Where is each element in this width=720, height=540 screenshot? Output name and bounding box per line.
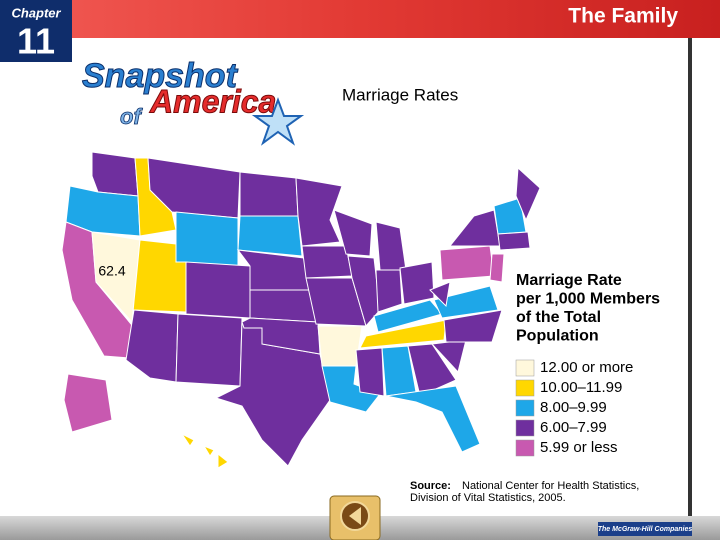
region: [175, 211, 239, 267]
source-label: Source:: [410, 480, 451, 492]
publisher: The McGraw-Hill Companies: [598, 526, 693, 533]
legend-swatch: [515, 379, 535, 397]
right-rule: [688, 38, 692, 516]
region: [407, 343, 457, 397]
legend-title: Population: [516, 328, 599, 345]
logo-star: [251, 97, 305, 146]
map: [61, 151, 541, 469]
logo-text: Snapshot: [82, 57, 239, 95]
region: [180, 432, 195, 447]
region: [385, 385, 481, 453]
legend-title: of the Total: [516, 309, 601, 326]
region: [399, 261, 435, 305]
region: [237, 215, 303, 257]
chapter-number: 11: [17, 21, 55, 62]
region: [63, 373, 113, 433]
map-title: Marriage Rates: [342, 85, 458, 104]
legend-label: 10.00–11.99: [540, 379, 622, 396]
legend-label: 8.00–9.99: [540, 399, 607, 416]
region: [355, 347, 385, 397]
region: [185, 261, 251, 319]
region: [91, 151, 139, 197]
map-annotation: 62.4: [98, 263, 125, 279]
back-button-arrow[interactable]: [349, 507, 361, 525]
region: [439, 245, 495, 281]
region: [448, 209, 501, 247]
legend-label: 12.00 or more: [540, 359, 633, 376]
source-text: Division of Vital Statistics, 2005.: [410, 492, 566, 504]
legend-swatch: [515, 419, 535, 437]
region: [375, 269, 403, 313]
region: [317, 325, 363, 367]
region: [295, 177, 343, 247]
legend-label: 5.99 or less: [540, 439, 618, 456]
legend-title: Marriage Rate: [516, 272, 622, 289]
legend-swatch: [515, 359, 535, 377]
publisher-badge: [598, 522, 692, 536]
chapter-title: The Family: [568, 5, 678, 28]
region: [515, 166, 541, 222]
region: [301, 245, 353, 279]
legend-swatch: [515, 439, 535, 457]
legend-swatch: [515, 399, 535, 417]
region: [175, 313, 243, 387]
region: [497, 231, 531, 251]
region: [429, 281, 451, 308]
chapter-label: Chapter: [11, 5, 61, 20]
region: [443, 309, 503, 343]
region: [347, 255, 381, 328]
legend-title: per 1,000 Members: [516, 291, 660, 308]
legend-label: 6.00–7.99: [540, 419, 607, 436]
region: [489, 253, 505, 283]
region: [359, 319, 447, 349]
logo-text: America: [149, 83, 276, 119]
chapter-box: [0, 0, 72, 62]
region: [249, 289, 317, 323]
region: [433, 285, 499, 319]
region: [217, 452, 229, 469]
region: [239, 171, 299, 217]
header-bar: [0, 0, 720, 38]
region: [202, 444, 215, 457]
logo: Snapshot of America: [82, 56, 305, 146]
region: [125, 309, 179, 383]
region: [333, 209, 373, 257]
back-button[interactable]: [329, 495, 381, 540]
logo-text: of: [120, 104, 143, 129]
region: [375, 221, 407, 271]
source-text: National Center for Health Statistics,: [462, 480, 639, 492]
